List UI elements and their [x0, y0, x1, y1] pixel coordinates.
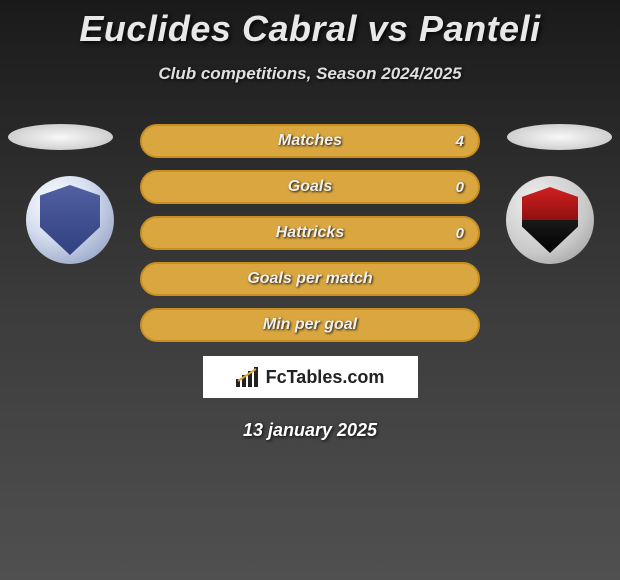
stat-row: Hattricks 0	[140, 216, 480, 250]
stat-label: Goals per match	[247, 270, 372, 288]
site-logo: FcTables.com	[203, 356, 418, 398]
chart-bars-icon	[236, 367, 260, 387]
stat-value-right: 0	[456, 225, 464, 242]
stat-label: Matches	[278, 132, 342, 150]
date-label: 13 january 2025	[0, 420, 620, 441]
stats-list: Matches 4 Goals 0 Hattricks 0 Goals per match M…	[140, 124, 480, 342]
stat-row: Goals per match	[140, 262, 480, 296]
stat-row: Goals 0	[140, 170, 480, 204]
pedestal-right	[507, 124, 612, 150]
subtitle: Club competitions, Season 2024/2025	[0, 64, 620, 84]
pedestal-left	[8, 124, 113, 150]
page-title: Euclides Cabral vs Panteli	[0, 0, 620, 50]
stat-label: Goals	[288, 178, 332, 196]
stat-value-right: 4	[456, 133, 464, 150]
club-badge-left	[26, 176, 114, 264]
stat-label: Min per goal	[263, 316, 357, 334]
club-badge-right	[506, 176, 594, 264]
stat-row: Matches 4	[140, 124, 480, 158]
site-logo-text: FcTables.com	[266, 367, 385, 388]
comparison-panel: Matches 4 Goals 0 Hattricks 0 Goals per match M…	[0, 124, 620, 441]
stat-label: Hattricks	[276, 224, 344, 242]
stat-value-right: 0	[456, 179, 464, 196]
stat-row: Min per goal	[140, 308, 480, 342]
